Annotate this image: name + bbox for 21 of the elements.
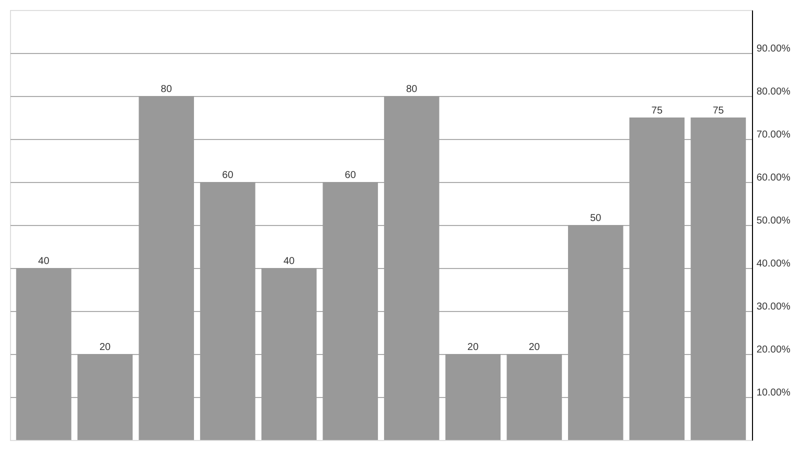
y-tick-label: 40.00% [756, 258, 791, 270]
data-label: 40 [38, 256, 50, 267]
y-tick-label: 90.00% [756, 44, 791, 54]
y-tick-label: 20.00% [756, 344, 791, 356]
data-label: 75 [712, 106, 724, 116]
data-label: 20 [528, 342, 540, 353]
data-label: 20 [467, 342, 479, 353]
y-tick-label: 50.00% [756, 216, 791, 226]
data-label: 80 [160, 84, 172, 95]
data-label: 40 [283, 256, 296, 267]
data-label: 60 [222, 170, 234, 181]
y-tick-label: 30.00% [756, 302, 791, 312]
y-tick-label: 70.00% [756, 130, 791, 140]
data-label: 20 [99, 342, 112, 353]
y-tick-label: 60.00% [756, 172, 791, 184]
data-label: 50 [590, 213, 602, 224]
data-label: 60 [344, 170, 356, 181]
data-label: 75 [651, 106, 663, 116]
y-tick-label: 10.00% [756, 388, 791, 398]
y-tick-label: 80.00% [756, 86, 791, 98]
data-label: 80 [406, 84, 418, 95]
